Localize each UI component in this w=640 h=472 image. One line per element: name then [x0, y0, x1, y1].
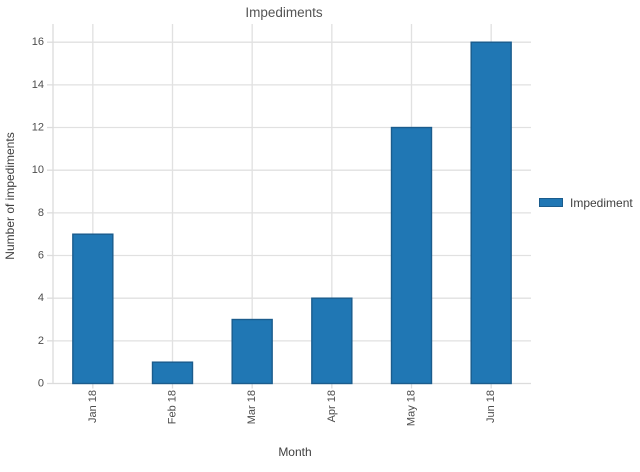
bar-apr-18 [311, 297, 353, 385]
axes [47, 24, 531, 389]
x-tick-label-apr-18: Apr 18 [326, 390, 338, 422]
x-tick-label-jun-18: Jun 18 [485, 390, 497, 423]
y-tick-label-10: 10 [32, 164, 44, 176]
x-tick-label-mar-18: Mar 18 [246, 390, 258, 424]
bar-jan-18 [72, 233, 114, 385]
chart-title: Impediments [245, 5, 323, 20]
y-tick-label-16: 16 [32, 36, 44, 48]
bar-jun-18 [470, 41, 512, 385]
y-tick-label-2: 2 [38, 335, 44, 347]
x-tick-label-jan-18: Jan 18 [87, 390, 99, 423]
bar-mar-18 [231, 318, 273, 385]
gridlines [53, 24, 531, 384]
bar-may-18 [390, 126, 433, 385]
y-tick-label-8: 8 [38, 207, 44, 219]
legend: Impediment [539, 196, 633, 210]
y-tick-label-12: 12 [32, 122, 44, 134]
x-tick-labels: Jan 18 Feb 18 Mar 18 Apr 18 May 18 Jun 18 [87, 390, 497, 426]
bar-series [72, 41, 512, 385]
x-tick-label-feb-18: Feb 18 [167, 390, 179, 424]
legend-swatch-impediment [539, 198, 563, 207]
y-axis-title: Number of impediments [3, 132, 17, 259]
y-tick-label-6: 6 [38, 250, 44, 262]
legend-label-impediment: Impediment [570, 196, 633, 210]
y-tick-labels: 0 2 4 6 8 10 12 14 16 [32, 36, 44, 389]
x-axis-title: Month [278, 445, 311, 459]
x-tick-label-may-18: May 18 [406, 390, 418, 426]
y-tick-label-14: 14 [32, 79, 44, 91]
y-tick-label-4: 4 [38, 292, 44, 304]
y-tick-label-0: 0 [38, 378, 44, 390]
bar-feb-18 [151, 361, 194, 385]
